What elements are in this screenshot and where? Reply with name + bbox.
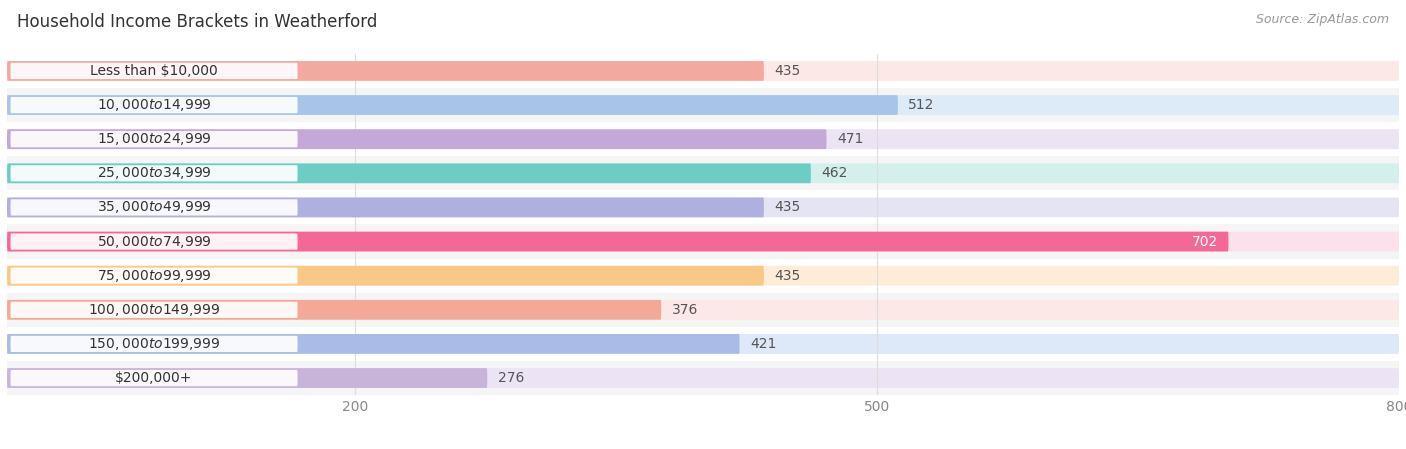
FancyBboxPatch shape <box>7 95 898 115</box>
FancyBboxPatch shape <box>7 368 1399 388</box>
Text: $75,000 to $99,999: $75,000 to $99,999 <box>97 268 211 284</box>
FancyBboxPatch shape <box>7 266 763 286</box>
FancyBboxPatch shape <box>7 232 1229 251</box>
Text: Household Income Brackets in Weatherford: Household Income Brackets in Weatherford <box>17 13 377 31</box>
Text: $10,000 to $14,999: $10,000 to $14,999 <box>97 97 211 113</box>
Text: 462: 462 <box>821 166 848 180</box>
FancyBboxPatch shape <box>7 198 763 217</box>
Text: 435: 435 <box>775 64 800 78</box>
Text: 702: 702 <box>1192 234 1218 249</box>
Text: $100,000 to $149,999: $100,000 to $149,999 <box>87 302 221 318</box>
Text: $200,000+: $200,000+ <box>115 371 193 385</box>
Text: $15,000 to $24,999: $15,000 to $24,999 <box>97 131 211 147</box>
FancyBboxPatch shape <box>7 293 1399 327</box>
Text: 421: 421 <box>749 337 776 351</box>
FancyBboxPatch shape <box>7 129 827 149</box>
Text: $150,000 to $199,999: $150,000 to $199,999 <box>87 336 221 352</box>
Text: 276: 276 <box>498 371 524 385</box>
FancyBboxPatch shape <box>7 300 1399 320</box>
Text: 376: 376 <box>672 303 697 317</box>
FancyBboxPatch shape <box>10 268 298 284</box>
FancyBboxPatch shape <box>7 163 1399 183</box>
FancyBboxPatch shape <box>7 54 1399 88</box>
FancyBboxPatch shape <box>7 259 1399 293</box>
FancyBboxPatch shape <box>10 370 298 386</box>
Text: 435: 435 <box>775 200 800 215</box>
FancyBboxPatch shape <box>7 95 1399 115</box>
Text: 435: 435 <box>775 269 800 283</box>
Text: Less than $10,000: Less than $10,000 <box>90 64 218 78</box>
FancyBboxPatch shape <box>7 61 763 81</box>
FancyBboxPatch shape <box>7 88 1399 122</box>
Text: Source: ZipAtlas.com: Source: ZipAtlas.com <box>1256 13 1389 26</box>
FancyBboxPatch shape <box>10 336 298 352</box>
Text: $35,000 to $49,999: $35,000 to $49,999 <box>97 199 211 216</box>
Text: 512: 512 <box>908 98 935 112</box>
FancyBboxPatch shape <box>7 334 1399 354</box>
FancyBboxPatch shape <box>7 361 1399 395</box>
FancyBboxPatch shape <box>7 156 1399 190</box>
FancyBboxPatch shape <box>7 129 1399 149</box>
FancyBboxPatch shape <box>7 334 740 354</box>
FancyBboxPatch shape <box>10 165 298 181</box>
Text: $50,000 to $74,999: $50,000 to $74,999 <box>97 233 211 250</box>
FancyBboxPatch shape <box>7 368 488 388</box>
FancyBboxPatch shape <box>7 198 1399 217</box>
FancyBboxPatch shape <box>7 232 1399 251</box>
FancyBboxPatch shape <box>7 190 1399 224</box>
FancyBboxPatch shape <box>7 122 1399 156</box>
Text: 471: 471 <box>837 132 863 146</box>
FancyBboxPatch shape <box>7 266 1399 286</box>
FancyBboxPatch shape <box>10 199 298 216</box>
FancyBboxPatch shape <box>10 233 298 250</box>
FancyBboxPatch shape <box>10 302 298 318</box>
FancyBboxPatch shape <box>7 300 661 320</box>
FancyBboxPatch shape <box>7 61 1399 81</box>
FancyBboxPatch shape <box>10 97 298 113</box>
FancyBboxPatch shape <box>10 63 298 79</box>
FancyBboxPatch shape <box>7 163 811 183</box>
FancyBboxPatch shape <box>7 327 1399 361</box>
Text: $25,000 to $34,999: $25,000 to $34,999 <box>97 165 211 181</box>
FancyBboxPatch shape <box>7 224 1399 259</box>
FancyBboxPatch shape <box>10 131 298 147</box>
